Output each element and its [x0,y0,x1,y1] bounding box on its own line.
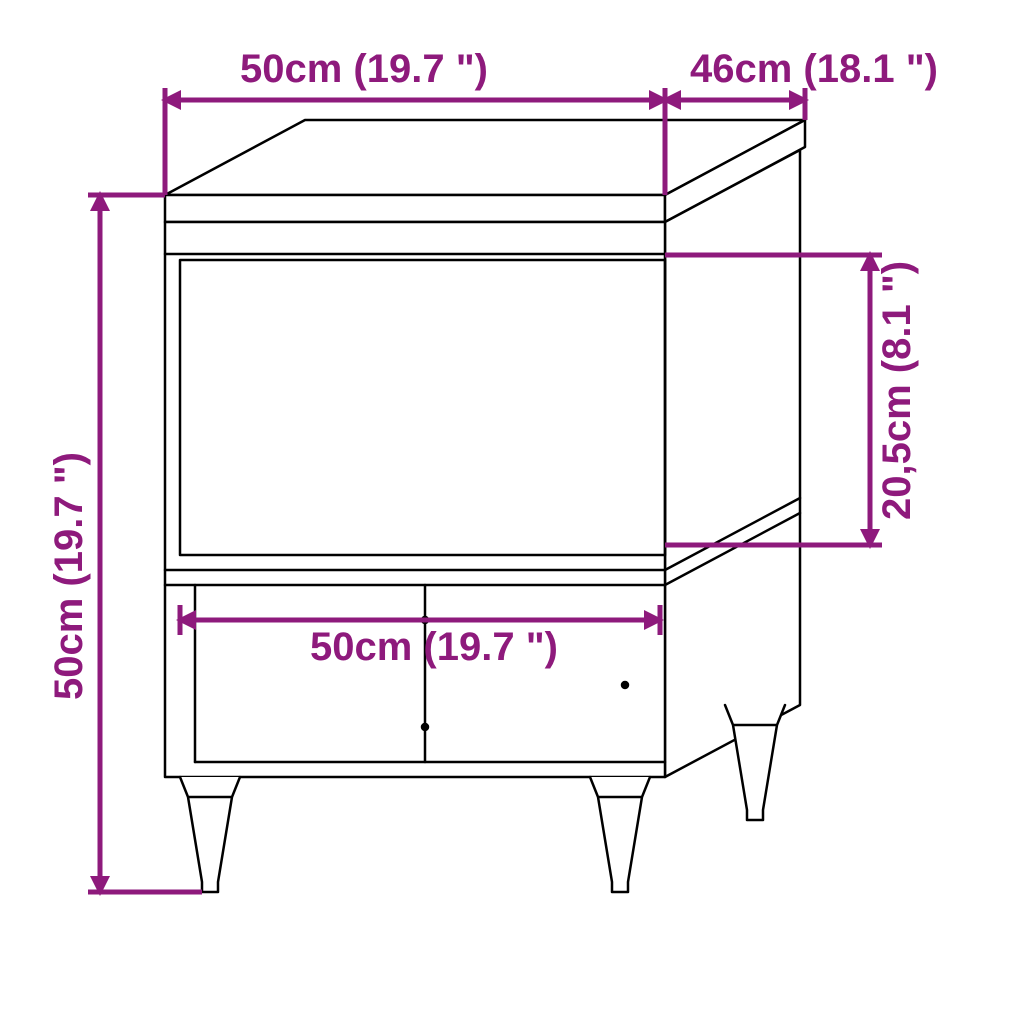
dimension-label: 20,5cm (8.1 ") [875,261,919,520]
furniture-drawing [165,120,805,892]
dimension-label: 50cm (19.7 ") [47,452,91,700]
dimension-label: 50cm (19.7 ") [240,47,488,91]
dimension-label: 50cm (19.7 ") [310,625,558,669]
dimension-label: 46cm (18.1 ") [690,47,938,91]
